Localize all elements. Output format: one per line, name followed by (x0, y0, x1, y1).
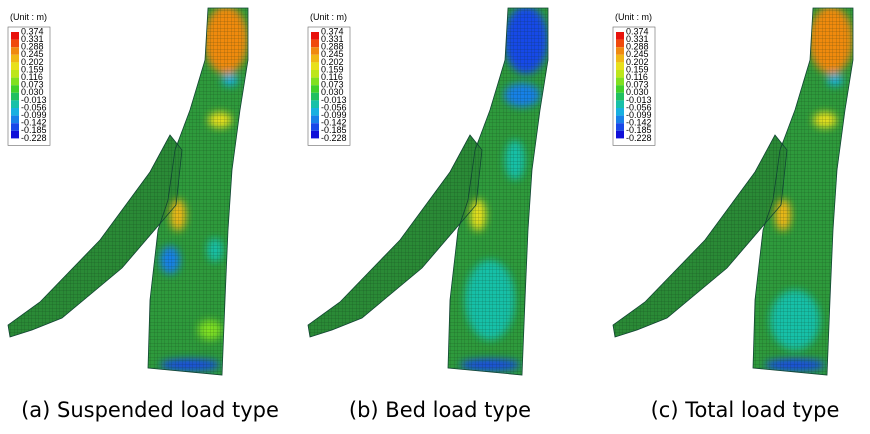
legend-swatch (616, 55, 624, 63)
legend-swatch (11, 78, 19, 86)
legend-swatch (616, 78, 624, 86)
legend-swatch (11, 70, 19, 78)
caption: (c) Total load type (651, 398, 840, 422)
legend-swatch (311, 78, 319, 86)
legend-swatch (311, 62, 319, 70)
legend-swatch (11, 123, 19, 131)
legend-swatch (616, 131, 624, 139)
panel: (Unit : m)0.3740.3310.2880.2450.2020.159… (300, 0, 560, 380)
caption: (b) Bed load type (349, 398, 531, 422)
panel: (Unit : m)0.3740.3310.2880.2450.2020.159… (0, 0, 260, 380)
legend-swatch (11, 47, 19, 55)
legend-swatch (311, 47, 319, 55)
legend-swatch (311, 108, 319, 116)
legend-swatch (311, 32, 319, 40)
panel: (Unit : m)0.3740.3310.2880.2450.2020.159… (605, 0, 865, 380)
legend-swatch (311, 93, 319, 101)
legend-swatch (311, 85, 319, 93)
caption: (a) Suspended load type (21, 398, 279, 422)
legend-swatch (311, 131, 319, 139)
legend-label: -0.228 (321, 133, 347, 143)
unit-label: (Unit : m) (615, 12, 652, 22)
figure: (Unit : m)0.3740.3310.2880.2450.2020.159… (0, 0, 870, 434)
legend-swatch (11, 93, 19, 101)
legend-swatch (11, 32, 19, 40)
legend-swatch (311, 116, 319, 124)
legend-swatch (11, 131, 19, 139)
legend-swatch (311, 40, 319, 48)
unit-label: (Unit : m) (10, 12, 47, 22)
legend-label: -0.228 (626, 133, 652, 143)
legend-swatch (616, 70, 624, 78)
legend-swatch (11, 40, 19, 48)
legend-swatch (616, 100, 624, 108)
legend-swatch (616, 62, 624, 70)
legend-swatch (311, 100, 319, 108)
legend-swatch (616, 47, 624, 55)
legend-swatch (311, 70, 319, 78)
legend-swatch (11, 100, 19, 108)
legend-swatch (616, 108, 624, 116)
legend-swatch (616, 123, 624, 131)
legend-swatch (311, 123, 319, 131)
legend-swatch (11, 108, 19, 116)
legend-label: -0.228 (21, 133, 47, 143)
legend-swatch (616, 85, 624, 93)
legend-swatch (11, 116, 19, 124)
legend-swatch (11, 85, 19, 93)
legend-swatch (11, 62, 19, 70)
unit-label: (Unit : m) (310, 12, 347, 22)
legend-swatch (616, 32, 624, 40)
legend-swatch (616, 93, 624, 101)
legend-swatch (11, 55, 19, 63)
legend-swatch (616, 40, 624, 48)
legend-swatch (311, 55, 319, 63)
legend-swatch (616, 116, 624, 124)
